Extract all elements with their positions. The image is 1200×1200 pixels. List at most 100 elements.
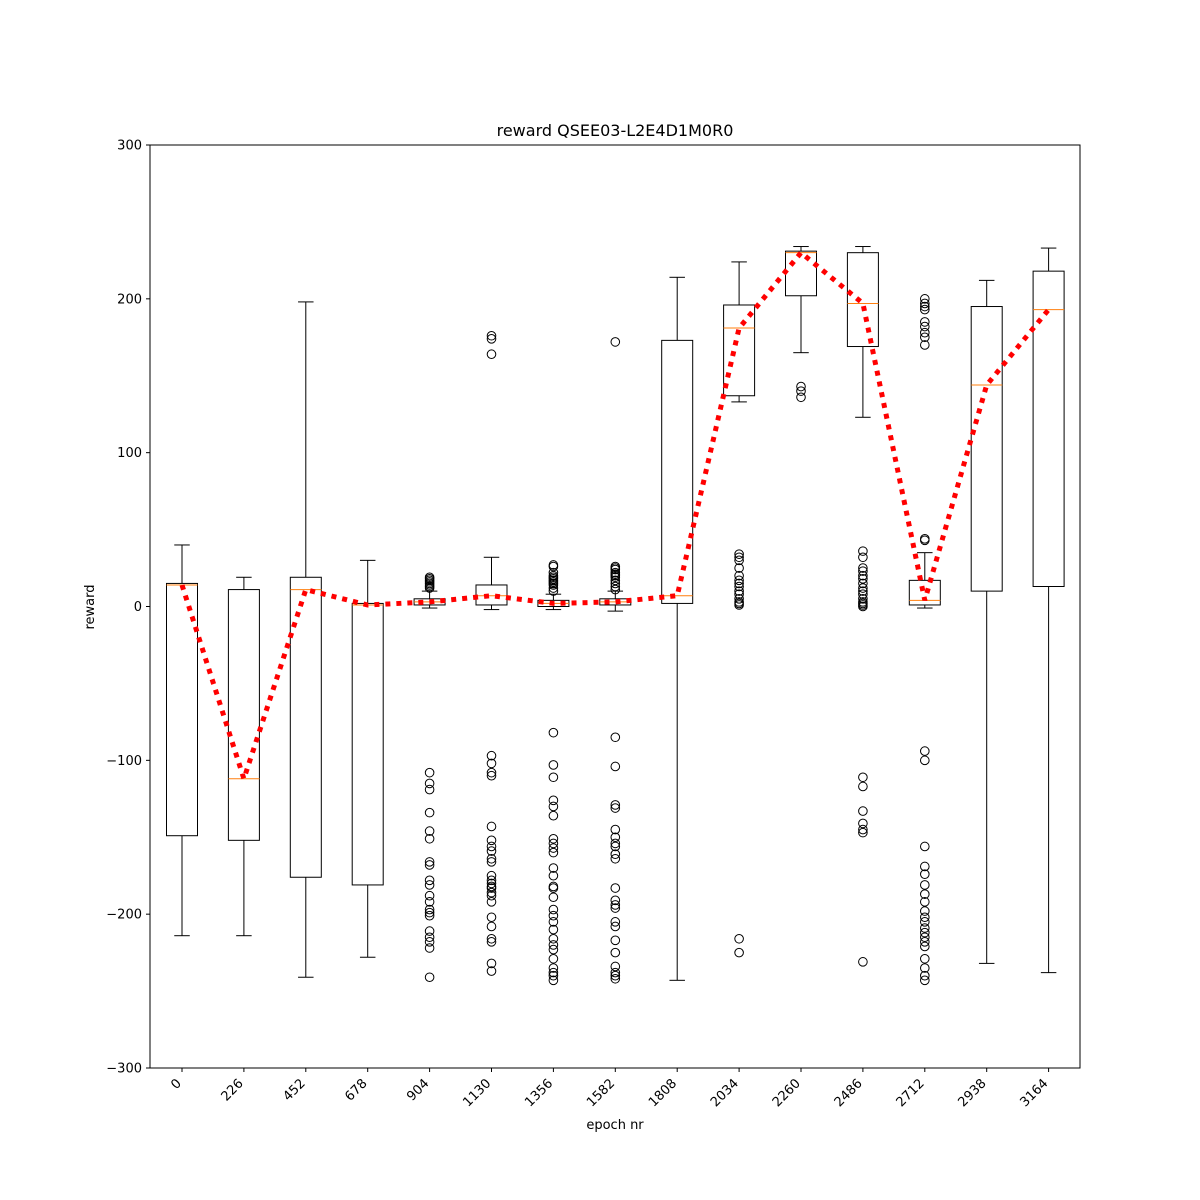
box-2486 (846, 246, 879, 967)
flier-point (486, 841, 497, 852)
flier-point (920, 861, 930, 872)
flier-point (858, 563, 868, 573)
flier-point (610, 838, 621, 849)
flier-point (486, 878, 497, 889)
flier-point (424, 875, 435, 886)
x-axis-label: epoch nr (586, 1118, 644, 1133)
flier-point (548, 560, 559, 570)
flier-point (734, 563, 744, 573)
plot-area (166, 246, 1065, 986)
flier-point (486, 835, 497, 846)
flier-point (920, 332, 930, 343)
flier-point (548, 953, 559, 964)
flier-point (610, 961, 621, 972)
flier-point (486, 966, 497, 976)
flier-point (424, 926, 435, 936)
flier-point (486, 933, 497, 944)
flier-point (610, 973, 621, 984)
flier-point (920, 912, 930, 923)
flier-point (610, 567, 621, 578)
flier-point (548, 570, 559, 581)
flier-point (734, 555, 744, 566)
flier-point (548, 975, 559, 986)
flier-point (548, 917, 559, 927)
flier-point (424, 860, 435, 870)
flier-point (920, 897, 930, 907)
flier-point (858, 594, 868, 604)
flier-point (920, 869, 930, 879)
flier-point (858, 589, 868, 599)
flier-point (548, 870, 559, 881)
flier-point (486, 334, 497, 344)
flier-point (548, 892, 559, 903)
flier-point (486, 750, 497, 761)
flier-point (486, 937, 497, 947)
flier-point (734, 570, 744, 581)
flier-point (920, 755, 930, 766)
y-tick-label: 300 (117, 139, 142, 154)
flier-point (734, 575, 744, 586)
flier-point (920, 340, 930, 350)
flier-point (486, 870, 497, 881)
flier-point (610, 883, 621, 893)
flier-point (610, 903, 621, 913)
flier-point (424, 943, 435, 953)
flier-point (424, 807, 435, 818)
flier-point (424, 932, 435, 943)
flier-point (610, 970, 621, 981)
flier-point (610, 824, 621, 835)
flier-point (858, 574, 868, 584)
flier-point (424, 937, 435, 947)
box-0 (166, 544, 198, 937)
flier-point (858, 566, 868, 576)
box-1356 (537, 560, 570, 986)
flier-point (610, 849, 621, 859)
box-904 (413, 572, 446, 983)
flier-point (734, 581, 744, 592)
flier-point (858, 570, 868, 581)
flier-point (486, 912, 497, 923)
flier-point (610, 947, 621, 958)
flier-point (920, 841, 930, 852)
box-iqr (723, 304, 756, 397)
flier-point (920, 889, 930, 899)
flier-point (610, 921, 621, 932)
flier-point (486, 875, 497, 886)
flier-point (486, 758, 497, 769)
flier-point (548, 963, 559, 973)
y-tick-label: 200 (117, 292, 142, 307)
flier-point (796, 386, 806, 396)
flier-point (610, 575, 621, 586)
flier-point (920, 301, 930, 312)
box-2712 (908, 294, 941, 986)
y-tick-label: 0 (134, 600, 142, 615)
flier-point (858, 824, 868, 835)
flier-point (610, 732, 621, 743)
flier-point (424, 907, 435, 918)
flier-point (610, 761, 621, 772)
flier-point (548, 567, 559, 578)
flier-point (734, 586, 744, 596)
flier-point (548, 833, 559, 844)
flier-point (610, 917, 621, 927)
flier-point (548, 910, 559, 921)
flier-point (920, 321, 930, 332)
flier-point (796, 392, 806, 403)
flier-point (920, 953, 930, 964)
flier-point (548, 838, 559, 849)
flier-point (424, 778, 435, 789)
box-226 (227, 576, 260, 937)
flier-point (486, 846, 497, 856)
flier-point (486, 853, 497, 864)
flier-point (610, 561, 621, 572)
box-452 (289, 301, 322, 978)
flier-point (548, 924, 559, 935)
flier-point (858, 583, 868, 593)
box-iqr (227, 589, 260, 841)
flier-point (424, 572, 435, 583)
flier-point (858, 578, 868, 589)
flier-point (796, 381, 806, 392)
flier-point (858, 597, 868, 607)
flier-point (858, 818, 868, 829)
